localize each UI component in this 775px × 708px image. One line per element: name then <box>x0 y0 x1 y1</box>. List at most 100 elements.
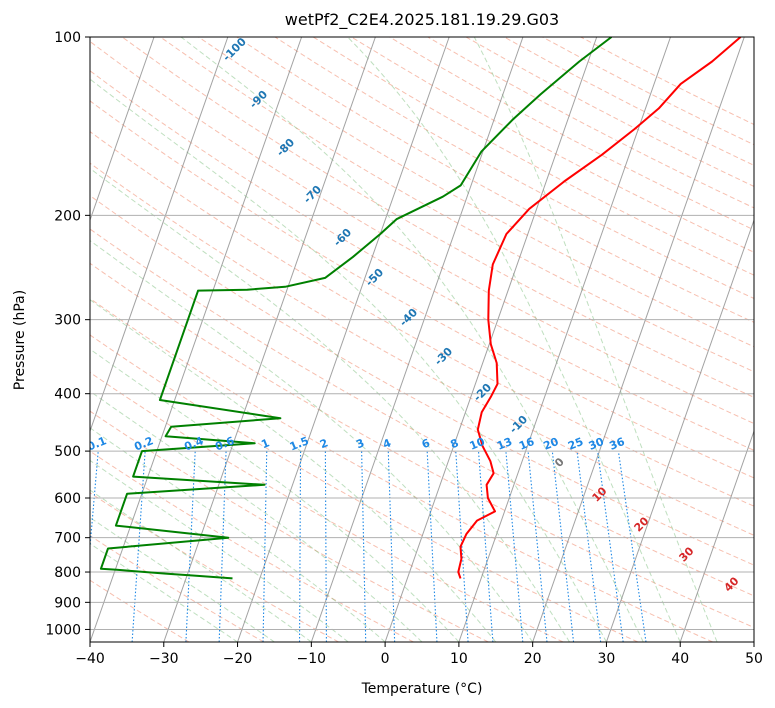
moist-adiabat <box>90 348 460 642</box>
x-tick-label: 10 <box>450 651 468 667</box>
moist-adiabat <box>90 542 238 642</box>
isotherm-label: 10 <box>590 484 610 504</box>
y-tick-label: 100 <box>54 30 81 46</box>
mixing-ratio-label: 2 <box>318 436 330 451</box>
dry-adiabat <box>90 131 754 507</box>
isotherm <box>310 37 524 642</box>
mixing-ratio-line <box>597 451 624 642</box>
isotherm <box>0 37 7 642</box>
dry-adiabat <box>236 37 754 323</box>
isotherm-label: -80 <box>274 136 297 159</box>
y-tick-label: 900 <box>54 595 81 611</box>
mixing-ratio-line <box>426 451 438 642</box>
y-tick-label: 700 <box>54 531 81 547</box>
dry-adiabat <box>389 37 754 231</box>
moist-adiabat <box>90 78 607 642</box>
isotherm <box>605 218 754 642</box>
mixing-ratio-label: 6 <box>420 436 432 451</box>
dry-adiabat <box>90 162 754 536</box>
mixing-ratio-label: 4 <box>381 436 393 451</box>
dry-adiabat <box>90 40 754 425</box>
chart-title: wetPf2_C2E4.2025.181.19.29.G03 <box>284 10 560 29</box>
x-tick-label: 40 <box>671 651 689 667</box>
x-axis-label: Temperature (°C) <box>361 681 483 697</box>
plot-frame <box>89 36 755 643</box>
isotherm <box>753 640 754 642</box>
x-axis: −40 −30 −20 −10 0 10 20 30 40 50 <box>75 642 763 667</box>
moist-adiabat <box>473 37 718 642</box>
isotherm-label: -20 <box>471 381 494 404</box>
dry-adiabat <box>198 37 754 348</box>
moist-adiabat <box>180 37 644 642</box>
dry-adiabat <box>274 37 754 300</box>
mixing-ratio-label: 16 <box>517 435 536 453</box>
dry-adiabat <box>90 262 754 629</box>
moist-adiabat <box>90 167 571 642</box>
dry-adiabat <box>90 100 754 479</box>
moist-adiabat <box>90 516 275 642</box>
dry-adiabat <box>312 37 754 276</box>
mixing-ratio-line <box>551 451 575 642</box>
y-axis-label: Pressure (hPa) <box>12 290 28 390</box>
mixing-ratio-line <box>324 451 327 642</box>
profile-line <box>457 37 742 579</box>
x-tick-label: 20 <box>524 651 542 667</box>
mixing-ratio-line <box>299 451 302 642</box>
x-tick-label: −40 <box>75 651 105 667</box>
isotherm <box>90 37 229 433</box>
dry-adiabat <box>465 37 754 187</box>
x-tick-label: −20 <box>223 651 253 667</box>
moist-adiabat <box>90 489 312 642</box>
mixing-ratio-label: 30 <box>587 435 606 453</box>
pressure-gridlines <box>90 37 754 630</box>
isotherm-label: -40 <box>397 306 420 329</box>
isotherm <box>532 37 745 642</box>
dry-adiabat <box>90 195 754 566</box>
y-tick-label: 600 <box>54 491 81 507</box>
background-lines <box>0 37 754 642</box>
moist-adiabat <box>90 427 386 642</box>
mixing-ratio-label: 36 <box>608 435 627 453</box>
dry-adiabat <box>90 450 414 642</box>
isotherm <box>458 37 671 642</box>
mixing-ratio-label: 8 <box>448 436 460 451</box>
isotherm <box>90 37 303 642</box>
dry-adiabat <box>90 70 754 451</box>
mixing-ratio-line <box>387 451 396 642</box>
moist-adiabat <box>90 459 349 642</box>
x-tick-label: 50 <box>745 651 763 667</box>
isotherm-label: -100 <box>220 35 249 64</box>
dry-adiabat <box>90 228 754 597</box>
y-tick-label: 400 <box>54 387 81 403</box>
x-tick-label: 0 <box>381 651 390 667</box>
isotherm <box>679 429 754 642</box>
dry-adiabat <box>90 371 564 642</box>
mixing-ratio-label: 10 <box>468 435 487 453</box>
profile-lines <box>99 37 742 580</box>
dry-adiabat <box>90 579 190 642</box>
y-tick-label: 1000 <box>45 622 81 638</box>
x-tick-label: −30 <box>149 651 179 667</box>
isotherm-label: -10 <box>507 413 530 436</box>
moist-adiabat <box>347 37 681 642</box>
mixing-ratio-label: 25 <box>566 435 585 453</box>
y-tick-label: 200 <box>54 208 81 224</box>
isotherm-label: 40 <box>722 574 742 594</box>
mixing-ratio-line <box>185 451 196 642</box>
y-tick-label: 800 <box>54 565 81 581</box>
mixing-ratio-label: 1 <box>259 436 271 451</box>
y-axis: 1000 900 800 700 600 500 400 300 200 100 <box>45 30 90 638</box>
isotherm-label: -30 <box>432 345 455 368</box>
moist-adiabat <box>90 299 497 642</box>
mixing-ratio-line <box>262 451 268 642</box>
y-tick-label: 300 <box>54 313 81 329</box>
mixing-ratio-line <box>361 451 367 642</box>
mixing-ratio-line <box>505 451 524 642</box>
background-line-labels: 0.1 0.2 0.4 0.6 1 1.5 2 3 4 6 8 10 13 16 20 25 30 36-100-… <box>90 35 742 595</box>
dry-adiabat <box>90 410 489 642</box>
mixing-ratio-line <box>617 451 647 642</box>
isotherm-label: -60 <box>331 226 354 249</box>
dry-adiabat <box>90 297 713 642</box>
isotherm <box>90 37 155 222</box>
